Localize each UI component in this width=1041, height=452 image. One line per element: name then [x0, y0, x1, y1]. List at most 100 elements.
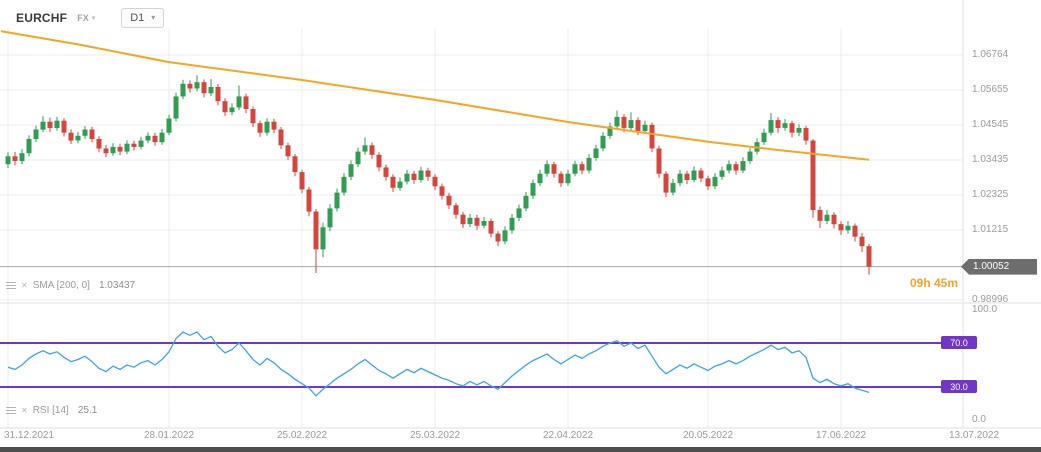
candle-body [292, 156, 298, 173]
candle-body [12, 156, 18, 161]
candle-body [824, 214, 830, 221]
candle-body [460, 214, 466, 225]
candle-body [838, 224, 844, 231]
instrument-header: EURCHF FX ▾ D1 ▾ [16, 8, 165, 28]
candle-body [145, 135, 151, 141]
indicator-remove-icon[interactable]: ✕ [21, 406, 28, 415]
candle-body [173, 96, 179, 119]
timeframe-caret-icon: ▾ [151, 13, 156, 22]
candle-body [47, 121, 53, 128]
candle-body [271, 121, 277, 130]
candle-body [726, 164, 732, 171]
candle-body [502, 230, 508, 242]
candle-body [425, 170, 431, 177]
candle-body [117, 146, 123, 152]
candle-body [306, 189, 312, 212]
candle-body [383, 167, 389, 177]
timeframe-label: D1 [130, 12, 145, 24]
candle-body [852, 225, 858, 237]
candle-body [124, 143, 130, 152]
indicator-settings-icon[interactable] [6, 281, 16, 290]
rsi-line [7, 331, 870, 397]
candle-body [5, 156, 11, 165]
candle-body [712, 176, 718, 187]
candle-body [75, 135, 81, 141]
sma-value: 1.03437 [98, 280, 136, 291]
rsi-value: 25.1 [77, 405, 98, 416]
candle-body [236, 96, 242, 108]
indicator-remove-icon[interactable]: ✕ [21, 281, 28, 290]
candle-body [26, 139, 32, 154]
candle-body [131, 143, 137, 147]
candle-body [761, 132, 767, 143]
market-label: FX [77, 13, 89, 23]
candle-body [243, 96, 249, 109]
candle-body [264, 121, 270, 133]
candle-body [572, 164, 578, 174]
date-label: 31.12.2021 [4, 430, 55, 441]
candle-body [194, 82, 200, 89]
timeframe-dropdown[interactable]: D1 ▾ [121, 8, 165, 28]
candle-body [250, 109, 256, 124]
candle-body [110, 146, 116, 154]
candle-body [404, 173, 410, 182]
candle-body [544, 164, 550, 174]
candle-body [831, 214, 837, 225]
candle-body [817, 209, 823, 221]
candle-body [348, 164, 354, 177]
candle-body [61, 120, 67, 133]
candle-body [677, 173, 683, 184]
candle-body [390, 176, 396, 188]
candle-body [369, 145, 375, 155]
candle-body [257, 123, 263, 133]
candle-body [782, 123, 788, 128]
candle-body [866, 246, 872, 267]
candle-body [432, 176, 438, 187]
bottom-bar [0, 447, 1041, 452]
candle-body [341, 176, 347, 193]
candle-body [481, 221, 487, 226]
candle-body [747, 151, 753, 162]
candle-body [474, 217, 480, 226]
candle-body [509, 217, 515, 231]
candle-body [488, 221, 494, 234]
market-caret-icon[interactable]: ▾ [91, 14, 96, 22]
candle-body [691, 170, 697, 180]
candle-body [684, 173, 690, 180]
candle-body [418, 170, 424, 180]
candle-body [334, 192, 340, 209]
candle-body [89, 129, 95, 139]
candle-body [656, 148, 662, 174]
candle-body [789, 123, 795, 133]
date-label: 25.03.2022 [409, 430, 461, 441]
indicator-settings-icon[interactable] [6, 406, 16, 415]
candle-body [138, 140, 144, 147]
candle-body [278, 129, 284, 146]
candle-body [152, 135, 158, 143]
candle-body [54, 120, 60, 128]
rsi-indicator-legend: ✕ RSI [14] 25.1 [6, 405, 97, 416]
candle-body [621, 116, 627, 128]
candle-body [796, 128, 802, 133]
candle-body [320, 227, 326, 250]
date-label: 22.04.2022 [542, 430, 594, 441]
candle-body [558, 173, 564, 184]
candle-body [719, 170, 725, 177]
candle-body [467, 217, 473, 225]
candle-body [565, 173, 571, 184]
last-price-value: 1.00052 [973, 261, 1010, 273]
candle-body [649, 124, 655, 149]
last-price-badge: 1.00052 [961, 258, 1037, 275]
candle-body [96, 139, 102, 149]
candle-body [537, 173, 543, 184]
candle-body [642, 124, 648, 132]
candle-body [607, 126, 613, 136]
candle-body [411, 173, 417, 180]
symbol-label: EURCHF [16, 11, 68, 25]
candle-body [670, 183, 676, 193]
candle-body [215, 87, 221, 102]
candle-close-countdown: 09h 45m [909, 275, 958, 290]
time-axis[interactable]: 31.12.2021 28.01.2022 25.02.2022 25.03.2022… [0, 430, 1041, 446]
candle-body [19, 153, 25, 162]
